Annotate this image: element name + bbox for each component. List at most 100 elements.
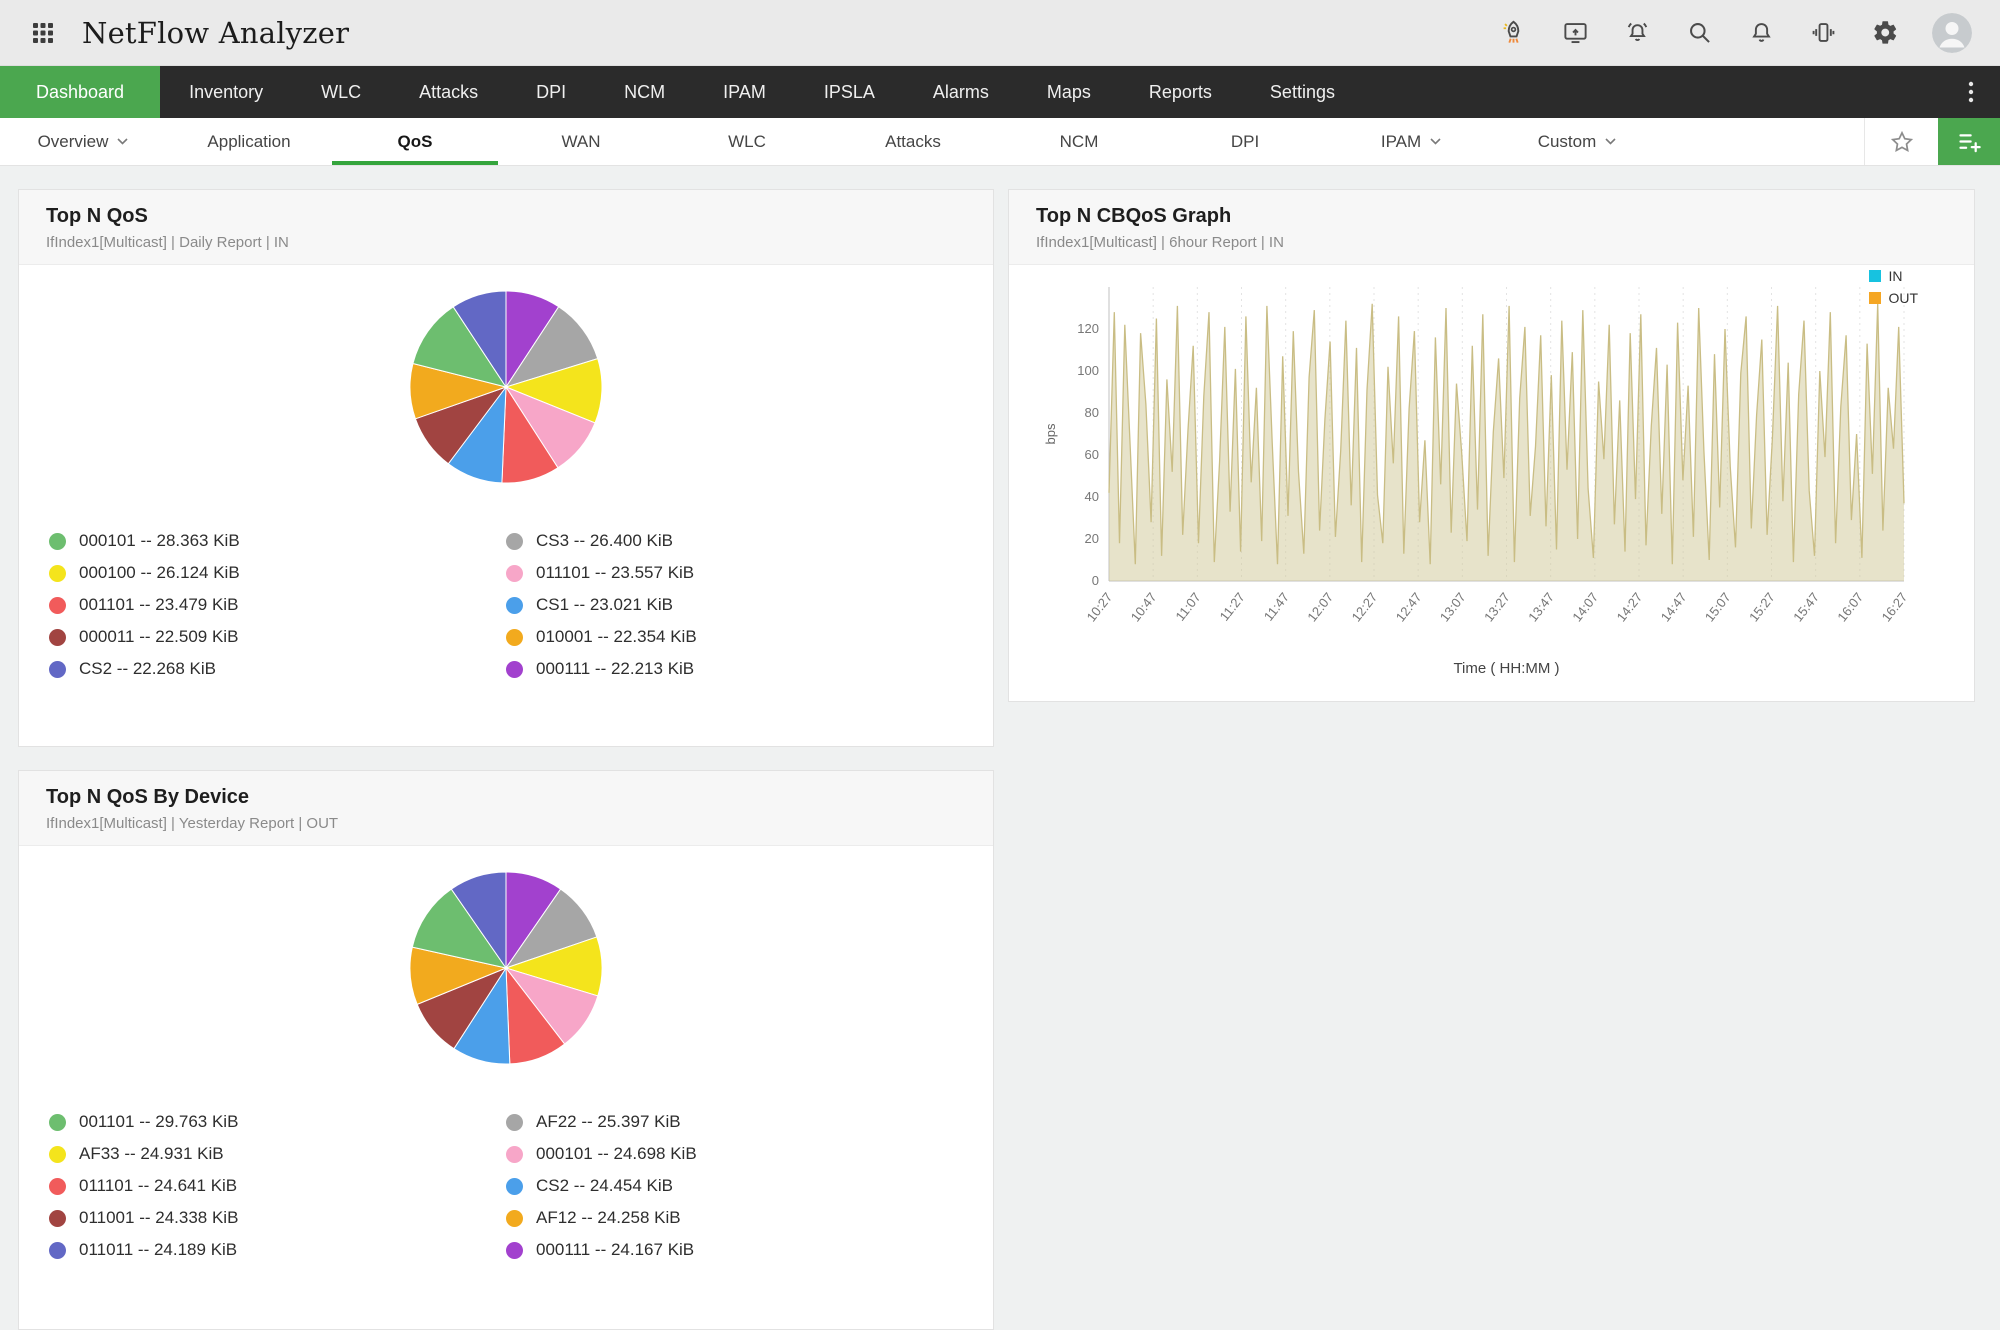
subnav-item-wlc[interactable]: WLC: [664, 118, 830, 165]
card-title: Top N QoS: [46, 205, 148, 227]
chart-legend-item: IN: [1869, 268, 1918, 284]
x-tick-label: 13:07: [1437, 590, 1469, 625]
nav-item-attacks[interactable]: Attacks: [419, 81, 479, 102]
x-tick-label: 11:47: [1261, 590, 1292, 624]
pie-chart-qos-by-device: [409, 871, 603, 1065]
y-tick-label: 0: [1092, 573, 1099, 588]
x-tick-label: 14:27: [1614, 590, 1646, 625]
add-dashboard-button[interactable]: [1938, 118, 2000, 165]
y-tick-label: 80: [1085, 405, 1099, 420]
x-axis-label: Time ( HH:MM ): [1453, 660, 1559, 677]
x-tick-label: 15:07: [1702, 590, 1734, 625]
legend-color-dot: [49, 564, 66, 582]
chevron-down-icon: [1430, 138, 1441, 145]
pie-legend-qos-by-device: 001101 -- 29.763 KiB AF33 -- 24.931 KiB 01…: [19, 1112, 993, 1260]
kebab-menu-icon[interactable]: [1942, 66, 2000, 118]
card-header: Top N QoS IfIndex1[Multicast] | Daily Re…: [19, 190, 993, 265]
legend-item: 000111 -- 22.213 KiB: [506, 659, 963, 679]
pie-slice-011011: [450, 871, 507, 970]
rocket-icon[interactable]: [1498, 18, 1528, 48]
subnav-item-custom[interactable]: Custom: [1494, 118, 1660, 165]
nav-item-inventory[interactable]: Inventory: [189, 81, 264, 102]
legend-label: 000101 -- 28.363 KiB: [79, 531, 240, 550]
legend-item: 011011 -- 24.189 KiB: [49, 1240, 506, 1260]
nav-item-alarms[interactable]: Alarms: [932, 81, 989, 102]
nav-item-ipam[interactable]: IPAM: [723, 81, 766, 102]
ring-bell-icon[interactable]: [1622, 18, 1652, 48]
pie-legend-qos: 000101 -- 28.363 KiB 000100 -- 26.124 KiB…: [19, 531, 993, 679]
apps-grid-icon[interactable]: [28, 18, 58, 48]
legend-label: AF12 -- 24.258 KiB: [536, 1208, 681, 1227]
main-nav: Dashboard Inventory WLC Attacks DPI NCM IPAM IP…: [0, 66, 2000, 118]
subnav-item-dpi[interactable]: DPI: [1162, 118, 1328, 165]
legend-label: IN: [1888, 268, 1903, 284]
legend-color-dot: [506, 660, 523, 678]
legend-label: CS2 -- 22.268 KiB: [79, 659, 217, 678]
y-tick-label: 100: [1077, 363, 1099, 378]
subnav-item-attacks[interactable]: Attacks: [830, 118, 996, 165]
pie-slice-000101: [412, 306, 508, 388]
x-tick-label: 14:07: [1569, 590, 1601, 625]
subnav-item-application[interactable]: Application: [166, 118, 332, 165]
pie-slice-CS2: [452, 290, 507, 389]
subnav-item-label: IPAM: [1380, 131, 1422, 151]
card-title: Top N QoS By Device: [46, 786, 250, 808]
search-icon[interactable]: [1684, 18, 1714, 48]
x-tick-label: 11:27: [1217, 590, 1248, 624]
subnav-item-label: Custom: [1537, 131, 1597, 151]
legend-label: 000011 -- 22.509 KiB: [79, 627, 239, 646]
chart-legend-item: OUT: [1869, 290, 1918, 306]
nav-item-ipsla[interactable]: IPSLA: [823, 81, 875, 102]
dashboard-content: Top N QoS IfIndex1[Multicast] | Daily Re…: [0, 166, 2000, 1330]
chart-legend: IN OUT: [1869, 268, 1918, 306]
topbar: NetFlow Analyzer: [0, 0, 2000, 66]
legend-item: 000100 -- 26.124 KiB: [49, 563, 506, 583]
subnav-item-overview[interactable]: Overview: [0, 118, 166, 165]
subnav-item-ipam[interactable]: IPAM: [1328, 118, 1494, 165]
legend-color-dot: [49, 532, 66, 550]
x-tick-label: 12:07: [1304, 590, 1336, 625]
notification-bell-icon[interactable]: [1746, 18, 1776, 48]
nav-item-reports[interactable]: Reports: [1148, 81, 1212, 102]
legend-color-dot: [49, 1241, 66, 1259]
legend-label: CS3 -- 26.400 KiB: [536, 531, 674, 550]
y-axis-label: bps: [1043, 423, 1058, 444]
nav-item-dpi[interactable]: DPI: [536, 81, 567, 102]
subnav-item-label: Attacks: [885, 131, 941, 151]
legend-item: 001101 -- 23.479 KiB: [49, 595, 506, 615]
legend-color-dot: [49, 660, 66, 678]
subnav-item-label: NCM: [1059, 131, 1099, 151]
subnav-item-label: QoS: [397, 131, 433, 151]
nav-item-ncm[interactable]: NCM: [624, 81, 666, 102]
legend-item: AF22 -- 25.397 KiB: [506, 1112, 963, 1132]
favorite-star-icon[interactable]: [1864, 118, 1938, 165]
card-header: Top N CBQoS Graph IfIndex1[Multicast] | …: [1009, 190, 1974, 265]
nav-item-settings[interactable]: Settings: [1269, 81, 1335, 102]
subnav-item-ncm[interactable]: NCM: [996, 118, 1162, 165]
card-subtitle: IfIndex1[Multicast] | Daily Report | IN: [46, 234, 289, 251]
subnav-item-qos[interactable]: QoS: [332, 118, 498, 165]
legend-color-dot: [49, 628, 66, 646]
legend-color-dot: [49, 1209, 66, 1227]
vibrate-phone-icon[interactable]: [1808, 18, 1838, 48]
user-avatar[interactable]: [1932, 12, 1972, 53]
settings-gear-icon[interactable]: [1870, 18, 1900, 48]
card-top-n-cbqos-graph: Top N CBQoS Graph IfIndex1[Multicast] | …: [1008, 189, 1975, 702]
legend-color-dot: [506, 1209, 523, 1227]
y-tick-label: 60: [1085, 447, 1099, 462]
screen-share-icon[interactable]: [1560, 18, 1590, 48]
legend-label: 000100 -- 26.124 KiB: [79, 563, 240, 582]
legend-color-dot: [506, 1177, 523, 1195]
nav-item-maps[interactable]: Maps: [1046, 81, 1091, 102]
legend-color-dot: [506, 1145, 523, 1163]
x-tick-label: 16:07: [1834, 590, 1866, 625]
nav-item-dashboard[interactable]: Dashboard: [0, 66, 161, 118]
x-tick-label: 11:07: [1172, 590, 1203, 624]
chevron-down-icon: [117, 138, 128, 145]
legend-label: CS2 -- 24.454 KiB: [536, 1176, 674, 1195]
card-header: Top N QoS By Device IfIndex1[Multicast] …: [19, 771, 993, 846]
subnav-item-wan[interactable]: WAN: [498, 118, 664, 165]
nav-item-wlc[interactable]: WLC: [321, 81, 362, 102]
traffic-line: [1108, 303, 1905, 565]
legend-label: AF22 -- 25.397 KiB: [536, 1112, 681, 1131]
